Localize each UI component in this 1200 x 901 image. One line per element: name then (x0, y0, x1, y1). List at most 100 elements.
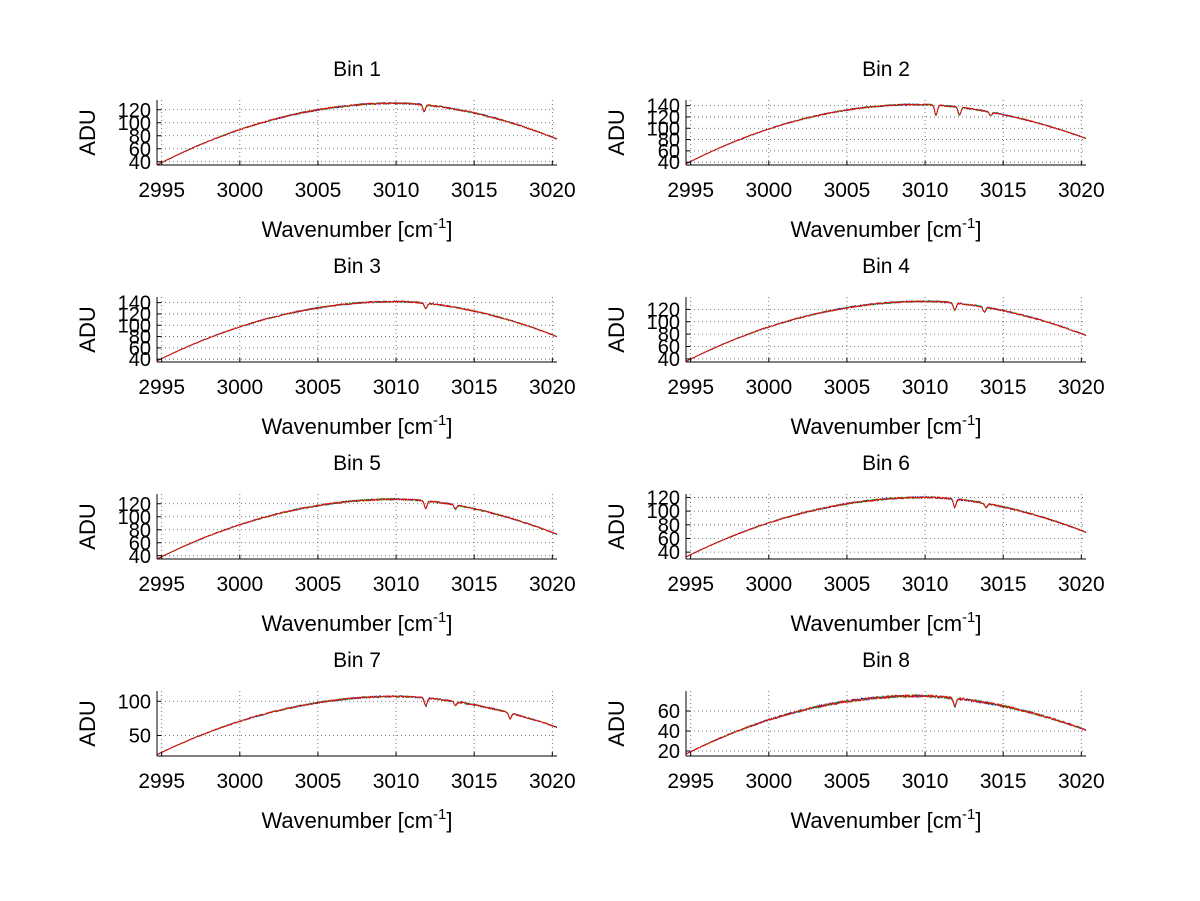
x-tick-label: 3005 (295, 770, 342, 793)
y-tick-label: 60 (658, 528, 680, 550)
x-tick-label: 3020 (529, 179, 576, 202)
x-tick-label: 3005 (824, 376, 871, 399)
series-line-3 (156, 101, 558, 166)
subplot-title: Bin 6 (862, 452, 910, 475)
x-tick-label: 2995 (138, 770, 185, 793)
x-tick-label: 3020 (529, 770, 576, 793)
x-axis-label: Wavenumber [cm-1] (790, 806, 981, 833)
subplot-title: Bin 4 (862, 255, 910, 278)
y-tick-label: 60 (129, 533, 151, 555)
series-line-3 (156, 695, 558, 755)
x-axis-label: Wavenumber [cm-1] (261, 609, 452, 636)
x-axis-label: Wavenumber [cm-1] (261, 215, 452, 242)
x-tick-label: 3015 (980, 179, 1027, 202)
plot-area (157, 691, 557, 756)
y-tick-label: 60 (658, 141, 680, 163)
y-tick-label: 40 (658, 349, 680, 371)
x-tick-label: 3015 (980, 770, 1027, 793)
y-tick-label: 140 (118, 293, 151, 315)
y-tick-label: 100 (118, 691, 151, 713)
subplot-title: Bin 2 (862, 58, 910, 81)
x-axis-label: Wavenumber [cm-1] (790, 215, 981, 242)
x-tick-label: 3020 (1058, 376, 1105, 399)
y-axis-label: ADU (75, 700, 100, 746)
y-tick-label: 60 (658, 337, 680, 359)
y-tick-label: 80 (129, 126, 151, 148)
y-tick-label: 120 (647, 487, 680, 509)
x-tick-label: 2995 (138, 376, 185, 399)
subplot-title: Bin 5 (333, 452, 381, 475)
y-tick-label: 80 (129, 327, 151, 349)
x-tick-label: 3015 (451, 573, 498, 596)
y-tick-label: 80 (658, 515, 680, 537)
y-tick-label: 60 (129, 139, 151, 161)
y-tick-label: 100 (647, 501, 680, 523)
y-tick-label: 40 (129, 152, 151, 174)
y-tick-label: 50 (129, 725, 151, 747)
x-tick-label: 3000 (216, 573, 263, 596)
x-tick-label: 3015 (980, 376, 1027, 399)
y-tick-label: 120 (118, 100, 151, 122)
y-tick-label: 120 (647, 107, 680, 129)
y-axis-label: ADU (75, 306, 100, 352)
x-tick-label: 3000 (216, 376, 263, 399)
x-tick-label: 3015 (980, 573, 1027, 596)
y-tick-label: 40 (129, 349, 151, 371)
x-tick-label: 3005 (295, 376, 342, 399)
x-tick-label: 3010 (373, 376, 420, 399)
series-line-3 (685, 299, 1087, 362)
x-tick-label: 2995 (667, 179, 714, 202)
x-tick-label: 3005 (824, 770, 871, 793)
x-tick-label: 2995 (667, 376, 714, 399)
y-axis-label: ADU (604, 700, 629, 746)
series-line-3 (156, 300, 558, 362)
x-tick-label: 3005 (295, 179, 342, 202)
y-axis-label: ADU (75, 109, 100, 155)
x-tick-label: 3010 (902, 179, 949, 202)
x-tick-label: 3005 (295, 573, 342, 596)
x-tick-label: 3005 (824, 573, 871, 596)
x-tick-label: 3005 (824, 179, 871, 202)
y-tick-label: 60 (658, 701, 680, 723)
y-tick-label: 40 (658, 542, 680, 564)
y-tick-label: 120 (118, 494, 151, 516)
x-tick-label: 3020 (529, 376, 576, 399)
x-tick-label: 3010 (902, 376, 949, 399)
x-tick-label: 3015 (451, 770, 498, 793)
x-tick-label: 3020 (1058, 179, 1105, 202)
x-axis-label: Wavenumber [cm-1] (790, 609, 981, 636)
x-axis-label: Wavenumber [cm-1] (261, 412, 452, 439)
subplot-title: Bin 8 (862, 649, 910, 672)
series-line-3 (685, 693, 1087, 755)
subplot-title: Bin 7 (333, 649, 381, 672)
plot-area (157, 100, 557, 165)
y-tick-label: 20 (658, 741, 680, 763)
y-tick-label: 120 (647, 299, 680, 321)
y-tick-label: 100 (118, 507, 151, 529)
x-tick-label: 3000 (745, 376, 792, 399)
x-tick-label: 2995 (667, 770, 714, 793)
y-tick-label: 60 (129, 338, 151, 360)
y-tick-label: 80 (658, 324, 680, 346)
plot-area (157, 297, 557, 362)
x-tick-label: 2995 (138, 573, 185, 596)
subplot-title: Bin 1 (333, 58, 381, 81)
y-tick-label: 100 (647, 118, 680, 140)
x-tick-label: 3000 (745, 179, 792, 202)
y-tick-label: 100 (118, 113, 151, 135)
x-tick-label: 3010 (902, 770, 949, 793)
y-tick-label: 40 (658, 152, 680, 174)
y-tick-label: 100 (118, 315, 151, 337)
x-tick-label: 3010 (373, 573, 420, 596)
subplot-title: Bin 3 (333, 255, 381, 278)
y-tick-label: 80 (129, 520, 151, 542)
y-axis-label: ADU (75, 503, 100, 549)
x-tick-label: 3020 (529, 573, 576, 596)
y-tick-label: 40 (658, 721, 680, 743)
